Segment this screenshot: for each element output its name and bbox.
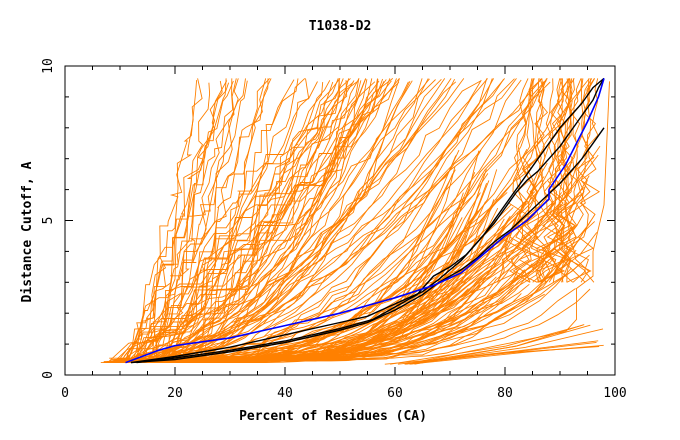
model-curve bbox=[153, 79, 295, 361]
model-curve bbox=[170, 80, 481, 364]
axis-ticks: 0 20 40 60 80 100 0 5 10 bbox=[41, 58, 627, 401]
model-curve bbox=[116, 78, 341, 363]
model-curve bbox=[409, 344, 604, 365]
model-curve bbox=[146, 78, 306, 364]
x-tick-label: 20 bbox=[167, 386, 183, 401]
chart-title: T1038-D2 bbox=[309, 19, 372, 34]
model-curve bbox=[126, 80, 228, 363]
model-curve bbox=[119, 78, 227, 363]
model-curve bbox=[152, 78, 446, 364]
model-curve bbox=[512, 78, 549, 283]
highlight-series-line bbox=[125, 78, 605, 364]
model-curve bbox=[135, 79, 436, 363]
model-curve bbox=[128, 80, 331, 364]
model-curve bbox=[114, 78, 367, 364]
model-curve bbox=[133, 78, 272, 361]
model-curve bbox=[148, 78, 246, 362]
model-curves bbox=[100, 78, 610, 365]
model-curve bbox=[123, 80, 392, 363]
model-curve bbox=[135, 78, 203, 364]
model-curve bbox=[561, 78, 593, 283]
reference-series-line bbox=[130, 77, 605, 364]
model-curve bbox=[548, 78, 575, 283]
model-curve bbox=[161, 78, 360, 363]
model-curve bbox=[166, 78, 543, 363]
model-curve bbox=[168, 81, 545, 360]
model-curve bbox=[119, 78, 488, 364]
model-curve bbox=[390, 324, 584, 365]
x-tick-label: 60 bbox=[387, 386, 403, 401]
model-curve bbox=[107, 81, 334, 363]
model-curve bbox=[146, 82, 211, 362]
model-curve bbox=[539, 78, 568, 283]
model-curve bbox=[172, 79, 504, 363]
model-curve bbox=[159, 78, 269, 363]
model-curve bbox=[152, 78, 340, 361]
model-curve bbox=[157, 78, 575, 364]
model-curve bbox=[564, 78, 595, 283]
model-curve bbox=[127, 82, 230, 362]
model-curve bbox=[131, 80, 198, 363]
model-curve bbox=[138, 78, 237, 363]
model-curve bbox=[530, 78, 561, 283]
model-curve bbox=[405, 81, 610, 365]
model-curve bbox=[131, 78, 234, 363]
model-curve bbox=[129, 78, 299, 364]
model-curve bbox=[119, 288, 576, 364]
model-curve bbox=[150, 255, 520, 363]
x-tick-label: 100 bbox=[603, 386, 626, 401]
model-curve bbox=[128, 79, 387, 364]
model-curve bbox=[534, 78, 563, 283]
x-tick-label: 80 bbox=[497, 386, 513, 401]
y-tick-label: 0 bbox=[41, 371, 56, 379]
x-tick-label: 0 bbox=[61, 386, 69, 401]
y-tick-label: 5 bbox=[41, 217, 56, 225]
model-curve bbox=[151, 78, 391, 360]
model-curve bbox=[165, 207, 499, 363]
reference-series-line bbox=[130, 127, 605, 364]
model-curve bbox=[404, 341, 597, 365]
y-tick-label: 10 bbox=[41, 58, 56, 74]
model-curve bbox=[516, 78, 546, 283]
highlighted-series bbox=[125, 77, 605, 364]
model-curve bbox=[119, 78, 344, 363]
model-curve bbox=[496, 78, 529, 283]
x-axis-label: Percent of Residues (CA) bbox=[239, 409, 427, 424]
model-curve bbox=[114, 78, 465, 361]
model-curve bbox=[117, 80, 380, 360]
model-curve bbox=[504, 78, 535, 283]
model-curve bbox=[138, 78, 429, 360]
model-curve bbox=[536, 78, 572, 283]
model-curve bbox=[566, 78, 601, 283]
x-tick-label: 40 bbox=[277, 386, 293, 401]
model-curve bbox=[537, 78, 573, 283]
model-curve bbox=[522, 78, 546, 283]
model-curve bbox=[409, 328, 604, 365]
y-axis-label: Distance Cutoff, A bbox=[20, 161, 35, 302]
model-curve bbox=[175, 78, 515, 364]
reference-series-line bbox=[136, 78, 605, 364]
